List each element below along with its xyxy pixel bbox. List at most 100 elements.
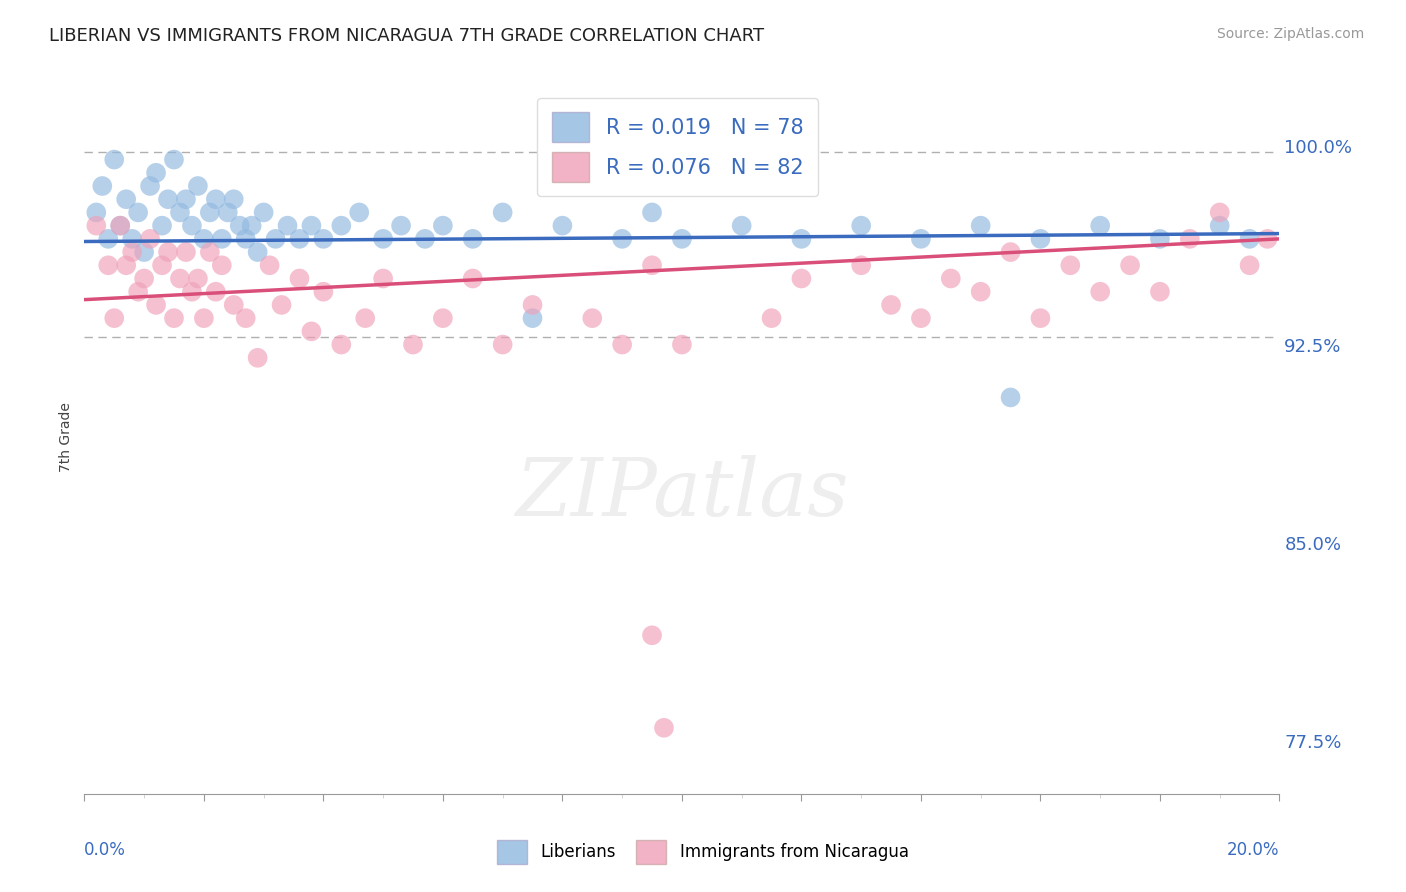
- Point: [671, 232, 693, 246]
- Point: [253, 205, 276, 219]
- Point: [522, 311, 544, 326]
- Point: [127, 285, 149, 299]
- Point: [211, 258, 233, 272]
- Point: [115, 192, 138, 206]
- Point: [229, 219, 252, 233]
- Point: [1029, 311, 1052, 326]
- Point: [157, 245, 180, 260]
- Point: [163, 311, 186, 326]
- Point: [1239, 258, 1261, 272]
- Point: [354, 311, 377, 326]
- Point: [1090, 285, 1112, 299]
- Point: [174, 245, 197, 260]
- Point: [193, 232, 215, 246]
- Point: [211, 232, 233, 246]
- Point: [910, 311, 932, 326]
- Point: [198, 245, 221, 260]
- Point: [492, 205, 515, 219]
- Point: [1059, 258, 1081, 272]
- Point: [522, 298, 544, 312]
- Point: [301, 324, 323, 338]
- Point: [169, 271, 191, 285]
- Point: [288, 232, 311, 246]
- Point: [187, 271, 209, 285]
- Point: [132, 271, 156, 285]
- Point: [121, 245, 143, 260]
- Point: [402, 337, 425, 351]
- Point: [157, 192, 180, 206]
- Point: [641, 628, 664, 642]
- Point: [181, 219, 204, 233]
- Text: Source: ZipAtlas.com: Source: ZipAtlas.com: [1216, 27, 1364, 41]
- Point: [1178, 232, 1201, 246]
- Point: [551, 219, 574, 233]
- Point: [235, 311, 257, 326]
- Point: [217, 205, 239, 219]
- Point: [121, 232, 143, 246]
- Point: [86, 205, 108, 219]
- Point: [1000, 245, 1022, 260]
- Text: 0.0%: 0.0%: [84, 841, 127, 860]
- Point: [581, 311, 603, 326]
- Point: [312, 285, 335, 299]
- Point: [731, 219, 754, 233]
- Point: [492, 337, 515, 351]
- Point: [652, 721, 675, 735]
- Point: [115, 258, 138, 272]
- Point: [1239, 232, 1261, 246]
- Point: [145, 166, 167, 180]
- Point: [246, 351, 269, 365]
- Point: [86, 219, 108, 233]
- Point: [312, 232, 335, 246]
- Point: [1000, 391, 1022, 405]
- Point: [1149, 285, 1171, 299]
- Point: [349, 205, 371, 219]
- Point: [91, 179, 114, 194]
- Point: [150, 219, 173, 233]
- Y-axis label: 7th Grade: 7th Grade: [59, 402, 73, 472]
- Point: [373, 232, 395, 246]
- Point: [198, 205, 221, 219]
- Point: [851, 258, 873, 272]
- Point: [222, 298, 245, 312]
- Point: [110, 219, 132, 233]
- Point: [246, 245, 269, 260]
- Text: LIBERIAN VS IMMIGRANTS FROM NICARAGUA 7TH GRADE CORRELATION CHART: LIBERIAN VS IMMIGRANTS FROM NICARAGUA 7T…: [49, 27, 765, 45]
- Point: [790, 232, 813, 246]
- Point: [1209, 219, 1232, 233]
- Point: [163, 153, 186, 167]
- Point: [259, 258, 281, 272]
- Text: ZIPatlas: ZIPatlas: [515, 456, 849, 533]
- Point: [612, 337, 634, 351]
- Point: [205, 285, 228, 299]
- Point: [413, 232, 436, 246]
- Point: [939, 271, 962, 285]
- Point: [150, 258, 173, 272]
- Point: [145, 298, 167, 312]
- Point: [330, 219, 353, 233]
- Point: [970, 219, 993, 233]
- Point: [103, 153, 125, 167]
- Point: [1119, 258, 1142, 272]
- Point: [432, 219, 454, 233]
- Point: [235, 232, 257, 246]
- Point: [205, 192, 228, 206]
- Point: [641, 205, 664, 219]
- Point: [910, 232, 932, 246]
- Legend: Liberians, Immigrants from Nicaragua: Liberians, Immigrants from Nicaragua: [491, 833, 915, 871]
- Point: [461, 271, 484, 285]
- Point: [1029, 232, 1052, 246]
- Point: [389, 219, 412, 233]
- Point: [761, 311, 783, 326]
- Legend: R = 0.019   N = 78, R = 0.076   N = 82: R = 0.019 N = 78, R = 0.076 N = 82: [537, 98, 818, 196]
- Point: [790, 271, 813, 285]
- Point: [193, 311, 215, 326]
- Text: 20.0%: 20.0%: [1227, 841, 1279, 860]
- Point: [97, 258, 120, 272]
- Point: [1149, 232, 1171, 246]
- Point: [851, 219, 873, 233]
- Point: [432, 311, 454, 326]
- Point: [970, 285, 993, 299]
- Point: [1257, 232, 1279, 246]
- Point: [222, 192, 245, 206]
